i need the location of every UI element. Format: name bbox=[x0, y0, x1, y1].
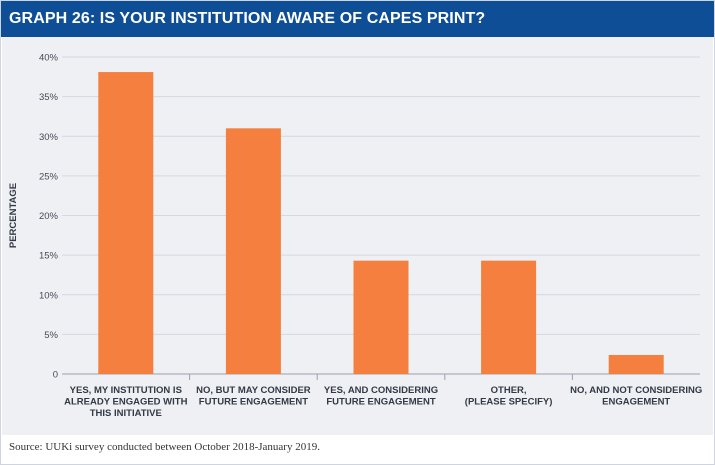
bar-chart: 0 5% 10% 15% 20% 25% 30% 35% 40% PERCENTAGE YES, M… bbox=[8, 53, 702, 420]
category-label: NO, BUT MAY CONSIDER FUTURE ENGAGEMENT bbox=[196, 385, 311, 408]
category-label-line: NO, AND NOT CONSIDERING bbox=[570, 385, 702, 396]
category-label: YES, MY INSTITUTION IS ALREADY ENGAGED WI… bbox=[64, 385, 187, 419]
y-tick-label: 40% bbox=[39, 53, 59, 64]
category-label-line: FUTURE ENGAGEMENT bbox=[326, 397, 435, 408]
bar bbox=[608, 354, 664, 374]
category-label: NO, AND NOT CONSIDERING ENGAGEMENT bbox=[570, 385, 702, 408]
category-label-line: ALREADY ENGAGED WITH bbox=[64, 397, 187, 408]
y-tick-label: 10% bbox=[39, 290, 59, 301]
y-tick-label: 30% bbox=[39, 132, 59, 143]
source-note: Source: UUKi survey conducted between Oc… bbox=[9, 441, 320, 453]
category-label-line: OTHER, bbox=[491, 385, 527, 396]
category-label-line: (PLEASE SPECIFY) bbox=[465, 397, 553, 408]
y-tick-label: 35% bbox=[39, 92, 59, 103]
bar bbox=[98, 72, 154, 374]
category-label-line: NO, BUT MAY CONSIDER bbox=[196, 385, 311, 396]
y-tick-label: 15% bbox=[39, 251, 59, 262]
category-label-line: YES, AND CONSIDERING bbox=[324, 385, 438, 396]
category-label: YES, AND CONSIDERING FUTURE ENGAGEMENT bbox=[324, 385, 438, 408]
category-label: OTHER, (PLEASE SPECIFY) bbox=[465, 385, 553, 408]
bar bbox=[481, 260, 537, 374]
category-label-line: YES, MY INSTITUTION IS bbox=[70, 385, 182, 396]
category-label-line: ENGAGEMENT bbox=[602, 397, 670, 408]
bar bbox=[225, 128, 281, 374]
y-axis-title: PERCENTAGE bbox=[8, 183, 19, 248]
y-tick-label: 25% bbox=[39, 171, 59, 182]
y-tick-label: 5% bbox=[44, 330, 58, 341]
y-tick-label: 0 bbox=[53, 370, 58, 381]
chart-title: GRAPH 26: IS YOUR INSTITUTION AWARE OF C… bbox=[1, 1, 714, 37]
category-label-line: THIS INITIATIVE bbox=[90, 408, 162, 419]
plot-panel: 0 5% 10% 15% 20% 25% 30% 35% 40% PERCENTAGE YES, M… bbox=[2, 37, 713, 435]
y-tick-label: 20% bbox=[39, 211, 59, 222]
bar bbox=[353, 260, 409, 374]
category-label-line: FUTURE ENGAGEMENT bbox=[199, 397, 308, 408]
